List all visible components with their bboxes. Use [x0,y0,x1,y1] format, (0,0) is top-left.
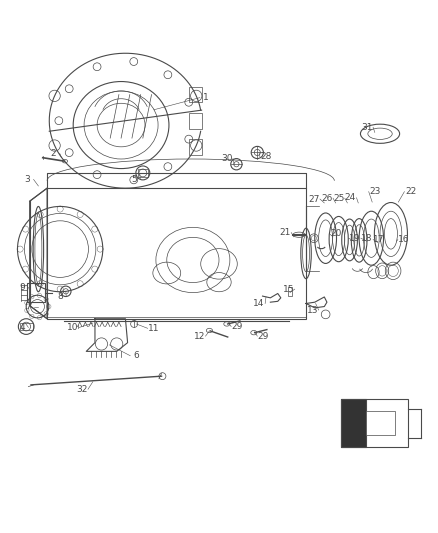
Text: 15: 15 [283,285,294,294]
Bar [367,411,395,435]
Text: 18: 18 [361,233,373,243]
Text: 20: 20 [330,229,341,238]
Text: 7: 7 [25,302,31,311]
Text: 4: 4 [19,323,25,332]
Text: 13: 13 [307,305,318,314]
Text: 14: 14 [253,299,265,308]
Text: 28: 28 [260,152,272,161]
Bar [288,287,292,296]
Text: 32: 32 [76,385,88,394]
Bar [138,169,148,177]
Text: 26: 26 [321,193,332,203]
Text: 1: 1 [203,93,209,102]
Text: 5: 5 [131,175,137,184]
Bar [188,113,201,128]
Text: 3: 3 [25,175,30,184]
Bar [188,87,201,102]
Text: 21: 21 [279,228,291,237]
Text: 27: 27 [308,195,320,204]
Text: 2: 2 [51,149,57,158]
Bar [188,139,201,155]
Text: 10: 10 [67,323,79,332]
Text: 6: 6 [134,351,139,360]
Bar [27,283,45,302]
Text: 31: 31 [361,123,373,132]
Bar [341,399,367,447]
Text: 9: 9 [19,283,25,292]
Text: 30: 30 [221,154,233,163]
Text: 12: 12 [194,332,205,341]
Text: 25: 25 [333,193,344,203]
Text: 11: 11 [148,324,159,333]
Text: 22: 22 [405,187,416,196]
Text: 17: 17 [374,235,385,244]
Bar [341,399,408,447]
Bar [20,323,33,330]
Text: 29: 29 [258,332,269,341]
Text: 19: 19 [349,233,360,243]
Bar [47,188,306,319]
Text: 24: 24 [345,193,356,202]
Text: 29: 29 [232,322,243,331]
Text: 16: 16 [398,235,410,244]
Text: 23: 23 [369,187,381,196]
Text: 8: 8 [57,292,63,301]
